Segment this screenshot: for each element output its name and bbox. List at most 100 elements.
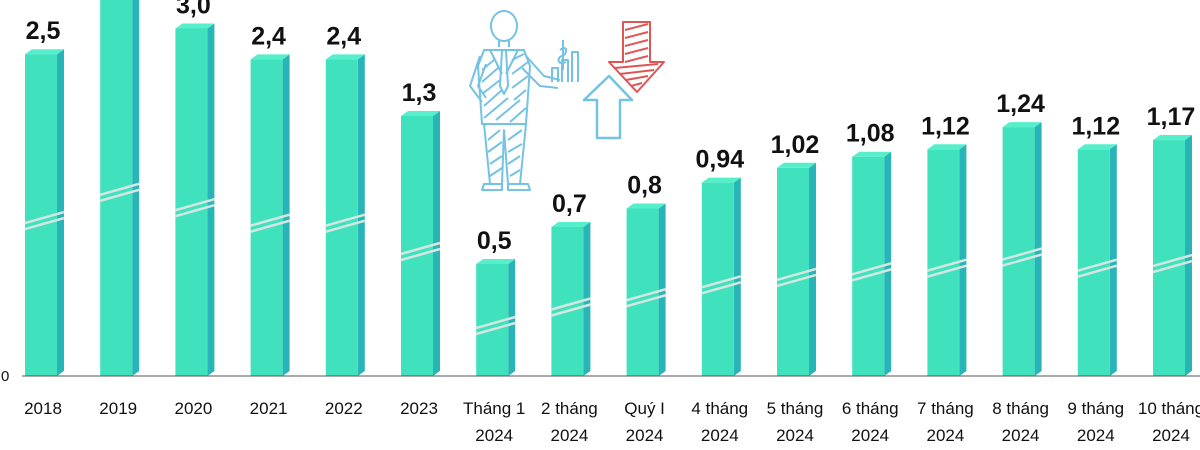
x-tick-label: 2024 bbox=[851, 426, 889, 445]
scale-break-stripe bbox=[475, 321, 516, 336]
scale-break-stripe bbox=[99, 188, 140, 202]
bar-value-label: 1,17 bbox=[1147, 103, 1196, 131]
x-tick-label: 2024 bbox=[926, 426, 964, 445]
x-tick-label: 2024 bbox=[1077, 426, 1115, 445]
bar-top bbox=[927, 144, 967, 150]
bar-value-label: 0,8 bbox=[627, 172, 662, 200]
x-tick-label: 4 tháng bbox=[691, 399, 748, 418]
bar-top bbox=[250, 54, 290, 60]
bar-top bbox=[325, 54, 365, 60]
scale-break-stripe bbox=[851, 262, 892, 276]
bar bbox=[175, 23, 215, 376]
x-tick-label: 2024 bbox=[701, 426, 739, 445]
arrow-down-hatched-icon bbox=[608, 21, 665, 93]
scale-break-stripe bbox=[250, 213, 290, 227]
labels-layer: 2,520183,620193,020202,420212,420221,320… bbox=[24, 0, 1200, 445]
scale-break-stripe bbox=[1077, 264, 1118, 278]
bar-top bbox=[1077, 144, 1117, 150]
x-tick-label: 5 tháng bbox=[767, 399, 824, 418]
x-tick-label: 2024 bbox=[550, 426, 588, 445]
scale-break-stripe bbox=[400, 241, 441, 256]
bar bbox=[927, 144, 967, 376]
bar-top bbox=[175, 23, 215, 29]
arrow-up-outline-icon bbox=[582, 74, 634, 140]
scale-break-stripe bbox=[1002, 247, 1042, 261]
bar-value-label: 1,02 bbox=[771, 131, 820, 159]
x-tick-label: 2024 bbox=[1152, 426, 1190, 445]
bar-value-label: 1,08 bbox=[846, 120, 895, 148]
bar bbox=[250, 54, 290, 376]
bar-side bbox=[132, 0, 140, 376]
x-tick-label: 10 tháng bbox=[1138, 399, 1200, 418]
scale-break-stripe bbox=[927, 258, 967, 272]
x-tick-label: Quý I bbox=[624, 399, 665, 418]
scale-break-stripe bbox=[99, 182, 140, 196]
bar bbox=[1002, 122, 1042, 376]
bar-value-label: 3,0 bbox=[176, 0, 211, 19]
scale-break-stripe bbox=[24, 216, 65, 231]
scale-break-stripe bbox=[1077, 258, 1118, 272]
scale-break-stripe bbox=[776, 273, 817, 288]
scale-break-stripe bbox=[851, 268, 892, 282]
bar bbox=[851, 151, 892, 376]
x-tick-label: 9 tháng bbox=[1067, 399, 1124, 418]
bar-value-label: 1,12 bbox=[921, 112, 970, 140]
scale-break-stripe bbox=[1002, 253, 1042, 267]
bar bbox=[701, 177, 742, 376]
scale-break-stripe bbox=[325, 213, 366, 227]
bar-top bbox=[701, 177, 741, 183]
scale-break-stripe bbox=[626, 288, 666, 302]
scale-break-stripe bbox=[701, 281, 742, 295]
bar bbox=[551, 222, 591, 376]
bar-value-label: 2,4 bbox=[326, 22, 361, 50]
bar-value-label: 0,7 bbox=[552, 190, 587, 218]
x-tick-label: 2022 bbox=[325, 399, 363, 418]
x-tick-label: 7 tháng bbox=[917, 399, 974, 418]
bar bbox=[475, 259, 516, 376]
x-tick-label: 2 tháng bbox=[541, 399, 598, 418]
x-tick-label: 8 tháng bbox=[992, 399, 1049, 418]
bar bbox=[325, 54, 366, 376]
scale-break-stripe bbox=[626, 294, 666, 308]
x-tick-label: 2019 bbox=[99, 399, 137, 418]
x-tick-label: 2020 bbox=[174, 399, 212, 418]
bar-top bbox=[551, 222, 591, 227]
bar bbox=[1152, 135, 1193, 376]
bar bbox=[776, 162, 817, 376]
scale-break-stripe bbox=[1152, 253, 1193, 268]
scale-break-stripe bbox=[701, 275, 742, 289]
scale-break-stripe bbox=[24, 210, 65, 225]
x-tick-label: 2018 bbox=[24, 399, 62, 418]
bar bbox=[400, 111, 441, 376]
scale-break-stripe bbox=[927, 264, 967, 278]
bar bbox=[626, 203, 666, 376]
x-tick-label: 2024 bbox=[1002, 426, 1040, 445]
businessman-sketch-icon bbox=[469, 10, 579, 191]
scale-break-stripe bbox=[400, 247, 441, 262]
bar-value-label: 1,3 bbox=[402, 79, 437, 107]
bar-top bbox=[1002, 122, 1042, 128]
bars-layer bbox=[24, 0, 1193, 377]
scale-break-stripe bbox=[175, 198, 215, 212]
scale-break-stripe bbox=[776, 267, 817, 282]
scale-break-stripe bbox=[551, 297, 591, 311]
bar-top bbox=[476, 259, 516, 264]
bar-top bbox=[626, 203, 666, 209]
x-tick-label: 2024 bbox=[776, 426, 814, 445]
bar bbox=[24, 49, 65, 376]
bar-value-label: 0,94 bbox=[695, 146, 744, 174]
y-axis-zero-label: 0 bbox=[1, 368, 9, 385]
scale-break-stripe bbox=[325, 219, 366, 233]
businessman-illustration bbox=[469, 10, 665, 191]
x-tick-label: 2024 bbox=[475, 426, 513, 445]
bar-value-label: 2,4 bbox=[251, 22, 286, 50]
x-tick-label: 6 tháng bbox=[842, 399, 899, 418]
scale-break-stripe bbox=[1152, 259, 1193, 274]
scale-break-stripe bbox=[551, 303, 591, 317]
scale-break-stripe bbox=[475, 315, 516, 330]
x-tick-label: 2021 bbox=[250, 399, 288, 418]
x-tick-label: 2024 bbox=[626, 426, 664, 445]
x-tick-label: 2023 bbox=[400, 399, 438, 418]
bar-top bbox=[401, 111, 440, 116]
